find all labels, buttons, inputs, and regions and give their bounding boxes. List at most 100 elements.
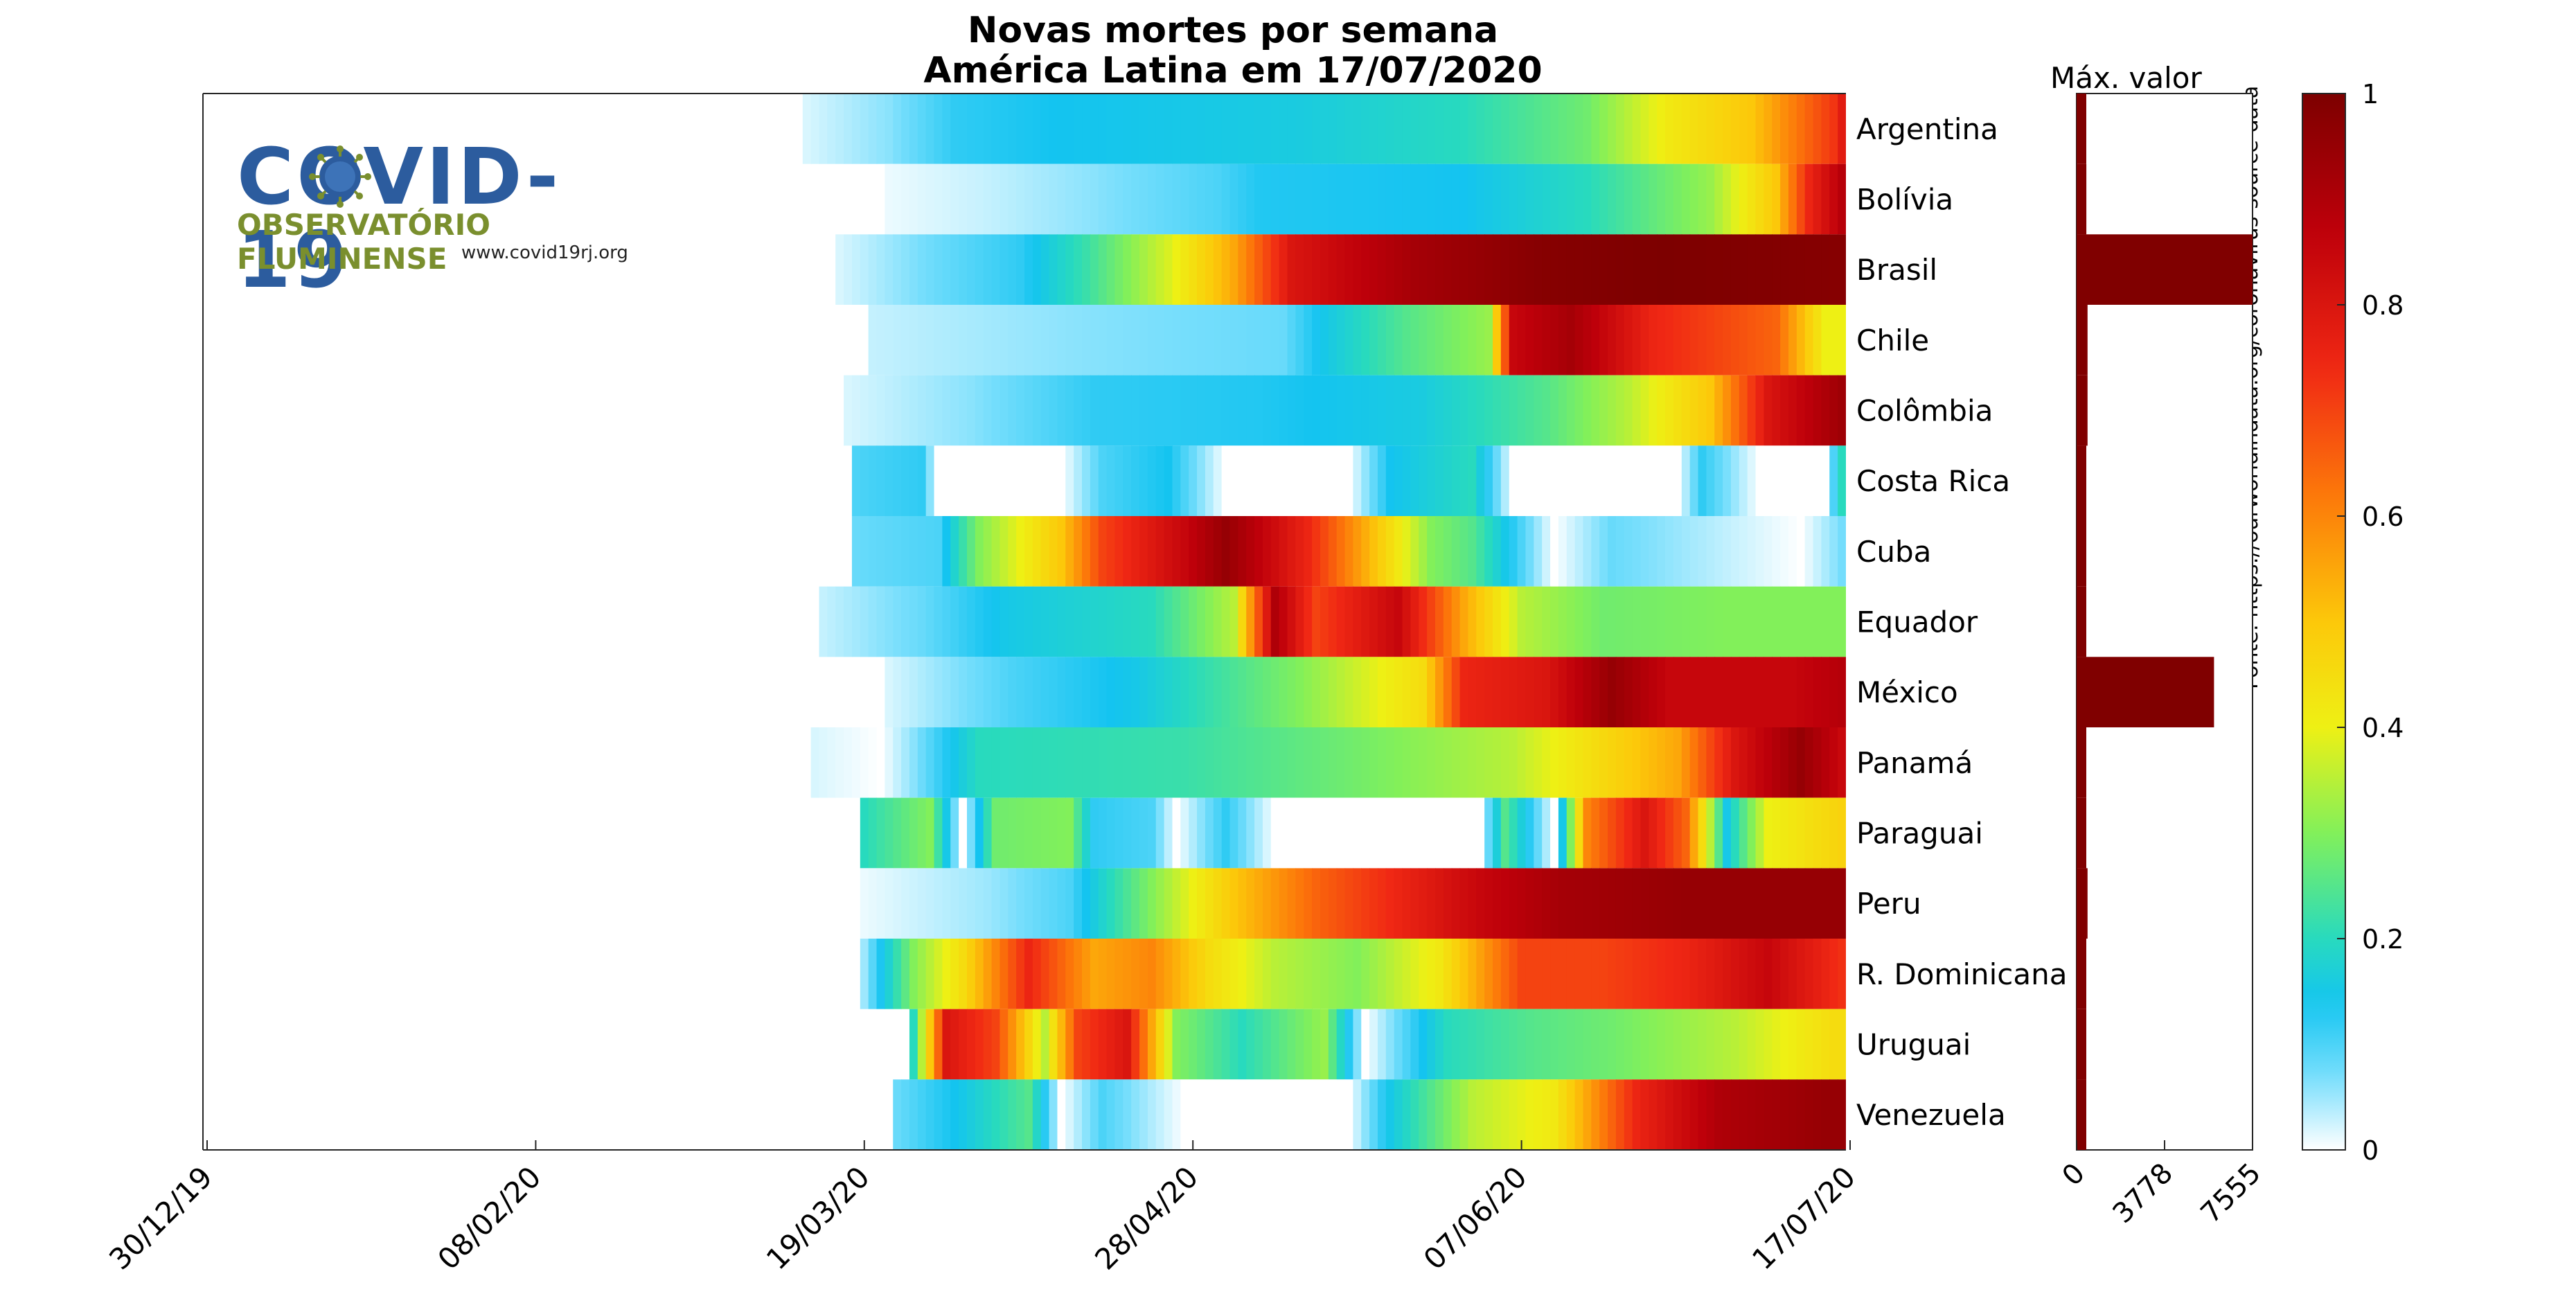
heatmap-cell [1213,939,1223,1009]
heatmap-cell [1040,727,1050,798]
heatmap-cell [1344,94,1353,164]
heatmap-cell [860,797,869,869]
heatmap-cell [844,586,853,657]
heatmap-cell [1065,375,1074,446]
heatmap-cell [1591,586,1600,657]
heatmap-cell [1328,797,1338,869]
heatmap-cell [1493,375,1502,446]
heatmap-cell [950,727,959,798]
heatmap-cell [1764,657,1773,727]
country-label: Panamá [1856,746,1973,780]
heatmap-cell [1197,1079,1206,1150]
heatmap-cell [1123,375,1132,446]
heatmap-cell [1369,163,1378,235]
heatmap-cell [1755,797,1764,869]
heatmap-cell [975,797,984,869]
heatmap-cell [1270,868,1280,939]
heatmap-cell [876,939,885,1009]
heatmap-cell [1706,305,1715,375]
heatmap-cell [909,586,918,657]
heatmap-cell [983,657,993,727]
heatmap-cell [1336,1079,1346,1150]
heatmap-cell [1739,586,1748,657]
heatmap-cell [1016,797,1025,869]
heatmap-cell [1049,375,1058,446]
heatmap-cell [959,163,968,235]
heatmap-cell [959,234,968,305]
heatmap-cell [1509,163,1518,235]
colorbar-tick-label: 1 [2362,79,2379,109]
heatmap-cell [1032,516,1042,587]
heatmap-cell [1279,657,1288,727]
heatmap-cell [1000,1079,1009,1150]
heatmap-cell [966,375,976,446]
heatmap-cell [1772,1009,1781,1080]
heatmap-cell [1821,94,1830,164]
heatmap-cell [1673,1079,1682,1150]
heatmap-cell [1336,305,1346,375]
heatmap-cell [1139,797,1148,869]
heatmap-cell [1074,375,1083,446]
heatmap-cell [1689,375,1699,446]
heatmap-cell [1615,939,1625,1009]
heatmap-cell [1000,234,1009,305]
heatmap-cell [1574,375,1584,446]
heatmap-cell [1385,305,1395,375]
heatmap-cell [1172,1079,1181,1150]
heatmap-cell [1624,445,1633,516]
heatmap-cell [1427,868,1436,939]
heatmap-cell [1706,94,1715,164]
heatmap-cell [1246,1009,1255,1080]
heatmap-cell [1821,234,1830,305]
heatmap-cell [1829,375,1838,446]
heatmap-cell [1385,445,1395,516]
heatmap-cell [1287,94,1296,164]
heatmap-cell [1074,305,1083,375]
heatmap-cell [1780,939,1789,1009]
heatmap-cell [1681,797,1691,869]
heatmap-cell [802,94,812,164]
heatmap-cell [1172,163,1181,235]
heatmap-cell [966,1079,976,1150]
heatmap-cell [1615,727,1625,798]
heatmap-cell [1353,305,1362,375]
heatmap-cell [1755,234,1764,305]
heatmap-cell [1090,94,1099,164]
heatmap-cell [950,234,959,305]
heatmap-cell [1353,1009,1362,1080]
heatmap-cell [1804,375,1814,446]
heatmap-cell [942,727,951,798]
heatmap-cell [1624,375,1633,446]
heatmap-cell [966,657,976,727]
heatmap-cell [1304,939,1313,1009]
heatmap-cell [1451,375,1461,446]
heatmap-cell [1427,516,1436,587]
heatmap-cell [1517,939,1527,1009]
heatmap-cell [1147,445,1157,516]
heatmap-cell [1353,163,1362,235]
heatmap-cell [1525,163,1534,235]
heatmap-cell [1057,657,1066,727]
heatmap-cell [1558,234,1567,305]
heatmap-cell [1353,234,1362,305]
heatmap-cell [1443,516,1453,587]
heatmap-cell [1385,516,1395,587]
heatmap-cell [1583,939,1592,1009]
heatmap-cell [1098,657,1108,727]
heatmap-cell [819,586,828,657]
heatmap-cell [1246,234,1255,305]
heatmap-cell [810,94,820,164]
heatmap-cell [1312,445,1321,516]
heatmap-cell [1427,94,1436,164]
heatmap-cell [1049,797,1058,869]
x-tick-label: 08/02/20 [431,1160,547,1276]
heatmap-cell [1419,234,1428,305]
heatmap-cell [1451,797,1461,869]
heatmap-cell [1262,586,1272,657]
heatmap-cell [893,727,902,798]
heatmap-cell [1189,1079,1198,1150]
heatmap-cell [1583,1079,1592,1150]
heatmap-cell [1525,797,1534,869]
heatmap-cell [868,868,878,939]
heatmap-cell [1131,1009,1140,1080]
